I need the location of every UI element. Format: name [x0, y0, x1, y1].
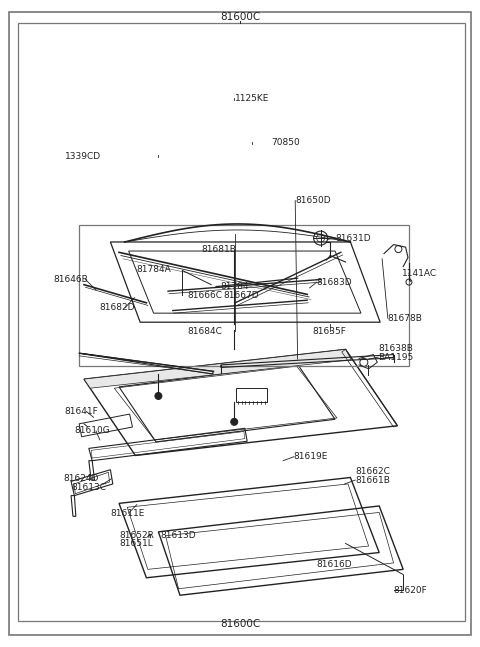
Text: 81652R: 81652R [119, 531, 154, 540]
Text: 81631D: 81631D [335, 234, 371, 243]
Text: 81662C: 81662C [355, 467, 390, 476]
Text: 81635F: 81635F [312, 327, 346, 336]
Circle shape [155, 393, 162, 399]
Text: 81616D: 81616D [317, 560, 352, 569]
Text: 81646B: 81646B [54, 275, 88, 284]
Text: 1141AC: 1141AC [402, 269, 437, 278]
Text: 81638B: 81638B [378, 344, 413, 353]
Text: 81784: 81784 [221, 282, 250, 291]
Text: BA1195: BA1195 [378, 353, 413, 362]
Text: 81681B: 81681B [202, 245, 237, 254]
Text: 81613D: 81613D [161, 531, 196, 540]
Text: 81610G: 81610G [74, 426, 110, 435]
Text: 81611E: 81611E [110, 509, 145, 518]
Text: 81619E: 81619E [294, 452, 328, 461]
Bar [236, 388, 267, 402]
Text: 81784A: 81784A [137, 265, 171, 274]
Polygon shape [84, 349, 351, 388]
Text: 81613C: 81613C [71, 483, 106, 492]
Text: 81661B: 81661B [355, 476, 390, 485]
Text: 81666C: 81666C [187, 291, 222, 300]
Text: 81678B: 81678B [388, 314, 423, 323]
Text: 81620F: 81620F [394, 586, 427, 595]
Text: 81600C: 81600C [220, 619, 260, 629]
Text: 81684C: 81684C [187, 327, 222, 336]
Text: 81682D: 81682D [100, 303, 135, 313]
Text: 81651L: 81651L [119, 539, 153, 548]
Circle shape [231, 419, 238, 425]
Text: 1339CD: 1339CD [65, 152, 101, 161]
Text: 81650D: 81650D [295, 196, 331, 205]
Text: 70850: 70850 [271, 138, 300, 147]
Bar [79, 225, 409, 366]
Text: 81667D: 81667D [223, 291, 259, 300]
Text: 1125KE: 1125KE [235, 94, 270, 103]
Text: 81641F: 81641F [65, 407, 98, 416]
Text: 81624D: 81624D [63, 474, 99, 483]
Text: 81683D: 81683D [317, 278, 352, 287]
Text: 81600C: 81600C [220, 12, 260, 22]
